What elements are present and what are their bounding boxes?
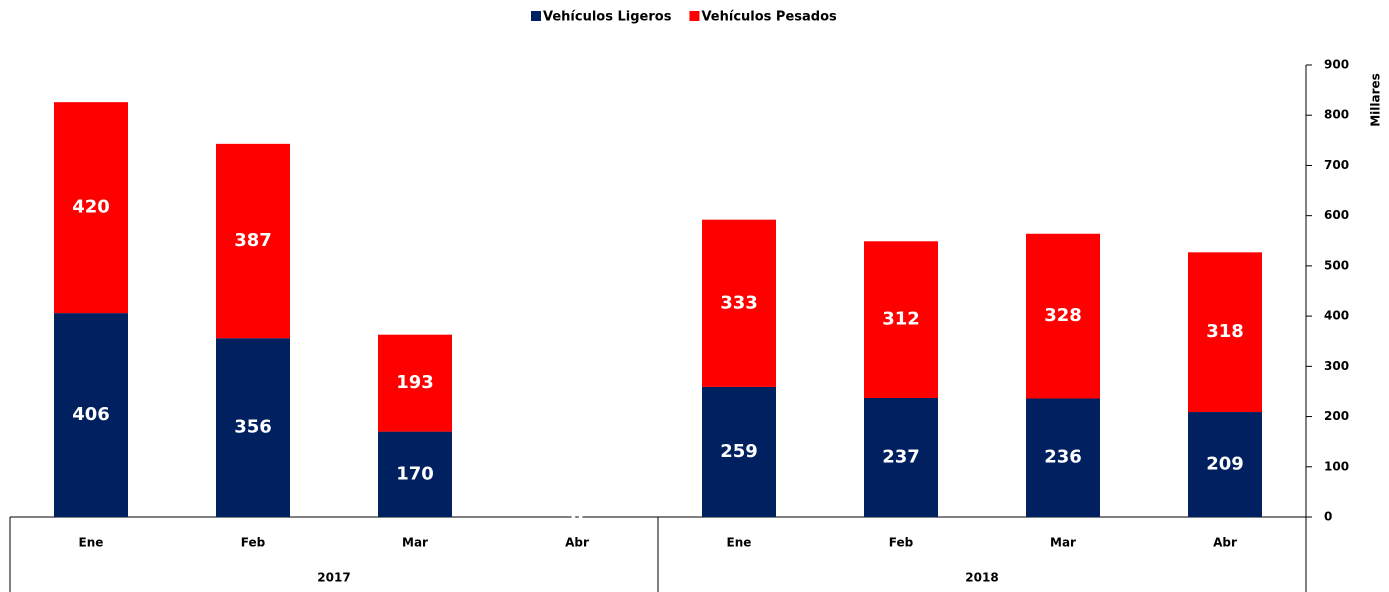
y-tick-label: 0 <box>1324 510 1332 524</box>
bar-segment <box>216 143 290 339</box>
bar-segment <box>864 241 938 398</box>
value-label: 420 <box>72 197 110 218</box>
x-tick-label: Abr <box>1213 536 1237 550</box>
value-label: 0 <box>571 506 584 527</box>
x-tick-label: Mar <box>1050 536 1076 550</box>
value-label: 328 <box>1044 305 1082 326</box>
value-label: 312 <box>882 309 920 330</box>
value-label: 333 <box>720 292 758 313</box>
bar-segment <box>702 386 776 517</box>
bar-segment <box>702 219 776 387</box>
y-tick-label: 200 <box>1324 409 1349 423</box>
legend-swatch <box>689 11 700 21</box>
legend-label: Vehículos Ligeros <box>543 10 672 25</box>
value-label: 0 <box>571 506 584 527</box>
y-tick-label: 600 <box>1324 208 1349 222</box>
y-tick-label: 700 <box>1324 158 1349 172</box>
group-label: 2017 <box>317 571 350 585</box>
y-tick-label: 300 <box>1324 359 1349 373</box>
x-tick-label: Feb <box>889 536 914 550</box>
x-tick-label: Feb <box>241 536 266 550</box>
value-label: 318 <box>1206 321 1244 342</box>
bar-segment <box>1188 252 1262 413</box>
bar-segment <box>378 431 452 517</box>
y-tick-label: 900 <box>1324 58 1349 72</box>
value-label: 193 <box>396 372 434 393</box>
legend-label: Vehículos Pesados <box>701 10 837 25</box>
bar-segment <box>1026 233 1100 399</box>
y-tick-label: 800 <box>1324 108 1349 122</box>
x-tick-label: Ene <box>727 536 752 550</box>
bar-segment <box>1188 412 1262 517</box>
bar-segment <box>54 102 128 314</box>
bar-segment <box>216 338 290 517</box>
bar-segment <box>378 334 452 432</box>
y-tick-label: 500 <box>1324 258 1349 272</box>
y-axis-label: Millares <box>1369 73 1383 127</box>
y-tick-label: 400 <box>1324 309 1349 323</box>
bar-segment <box>54 313 128 517</box>
x-tick-label: Ene <box>79 536 104 550</box>
y-tick-label: 100 <box>1324 459 1349 473</box>
value-label: 259 <box>720 441 758 462</box>
value-label: 170 <box>396 463 434 484</box>
x-tick-label: Mar <box>402 536 428 550</box>
value-label: 236 <box>1044 447 1082 468</box>
bar-segment <box>864 397 938 517</box>
bar-segment <box>1026 398 1100 517</box>
x-tick-label: Abr <box>565 536 589 550</box>
value-label: 209 <box>1206 454 1244 475</box>
group-label: 2018 <box>965 571 998 585</box>
value-label: 237 <box>882 446 920 467</box>
value-label: 387 <box>234 230 272 251</box>
legend-swatch <box>531 11 541 21</box>
value-label: 356 <box>234 417 272 438</box>
value-label: 406 <box>72 404 110 425</box>
